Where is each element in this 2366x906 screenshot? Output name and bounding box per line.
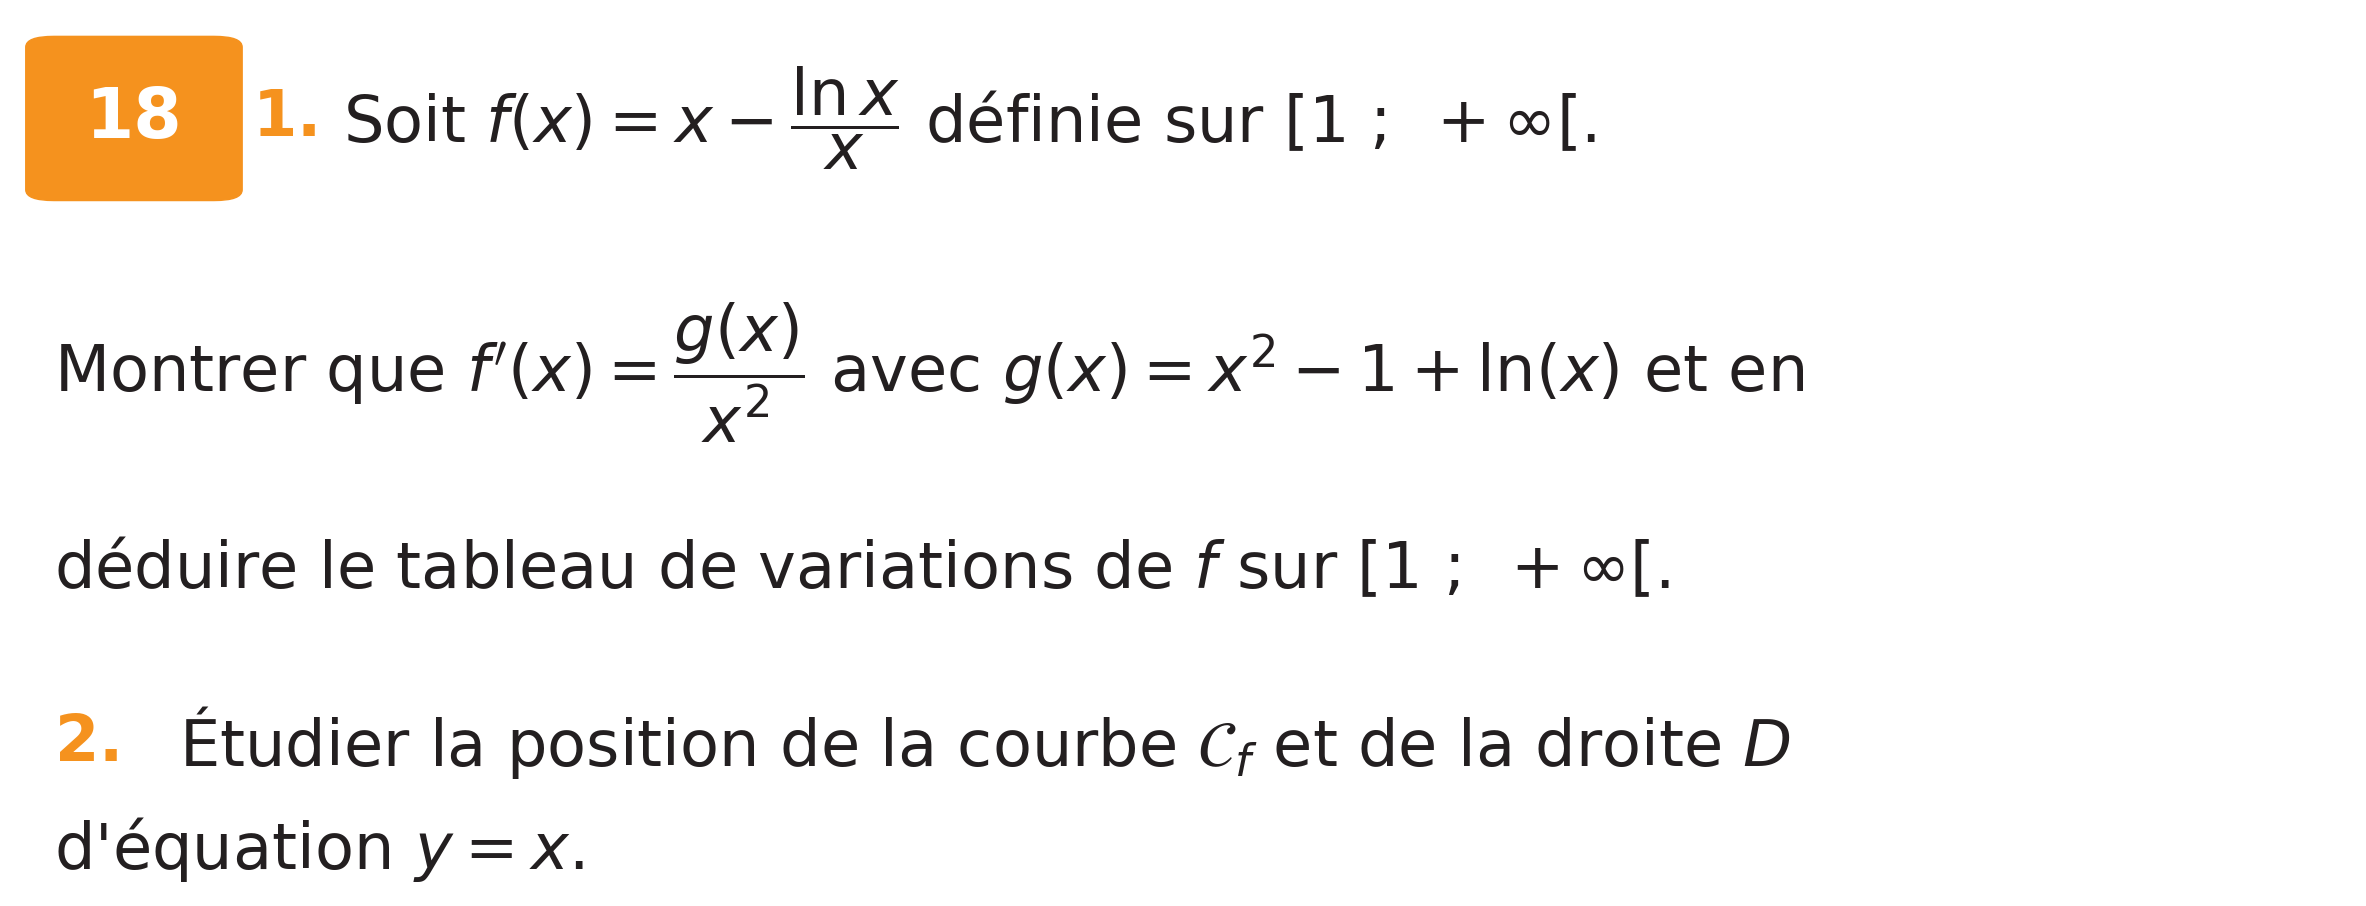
Text: 18: 18 [85, 85, 182, 152]
Text: $\mathbf{2.}$: $\mathbf{2.}$ [54, 712, 118, 774]
Text: Montrer que $f'(x)=\dfrac{g(x)}{x^2}$ avec $g(x)=x^2-1+\ln(x)$ et en: Montrer que $f'(x)=\dfrac{g(x)}{x^2}$ av… [54, 301, 1803, 445]
Text: déduire le tableau de variations de $f$ sur $[1\ ;\ +\infty[$.: déduire le tableau de variations de $f$ … [54, 536, 1670, 602]
Text: d'équation $y=x$.: d'équation $y=x$. [54, 815, 584, 884]
Text: $\mathbf{1.}$: $\mathbf{1.}$ [251, 88, 315, 149]
FancyBboxPatch shape [26, 36, 241, 200]
Text: Étudier la position de la courbe $\mathcal{C}_f$ et de la droite $D$: Étudier la position de la courbe $\mathc… [180, 705, 1791, 782]
Text: Soit $f(x)=x-\dfrac{\ln x}{x}$ définie sur $[1\ ;\ +\infty[$.: Soit $f(x)=x-\dfrac{\ln x}{x}$ définie s… [343, 64, 1597, 172]
